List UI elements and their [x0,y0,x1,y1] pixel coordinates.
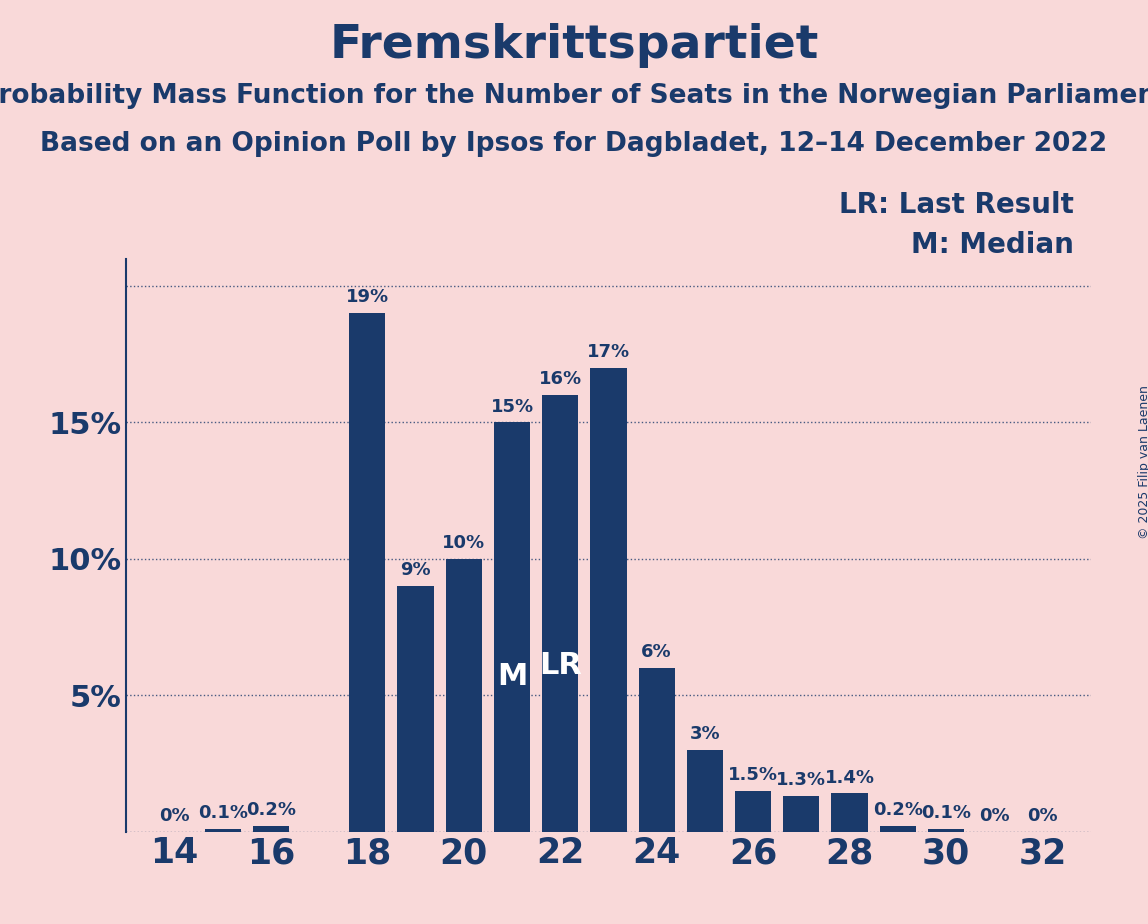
Bar [349,313,386,832]
Bar [687,749,723,832]
Bar [735,791,771,832]
Bar [928,829,964,832]
Bar [783,796,820,832]
Text: LR: Last Result: LR: Last Result [838,191,1073,219]
Text: 16%: 16% [538,371,582,388]
Text: Probability Mass Function for the Number of Seats in the Norwegian Parliament: Probability Mass Function for the Number… [0,83,1148,109]
Text: 17%: 17% [587,343,630,361]
Text: M: M [497,662,527,690]
Bar [638,668,675,832]
Text: LR: LR [538,651,582,680]
Bar [879,826,916,832]
Text: 0%: 0% [1027,807,1057,825]
Text: M: Median: M: Median [910,231,1073,259]
Text: 6%: 6% [642,643,672,661]
Text: 0.2%: 0.2% [246,801,296,820]
Text: 1.5%: 1.5% [728,766,778,784]
Text: Based on an Opinion Poll by Ipsos for Dagbladet, 12–14 December 2022: Based on an Opinion Poll by Ipsos for Da… [40,131,1108,157]
Text: Fremskrittspartiet: Fremskrittspartiet [329,23,819,68]
Text: 15%: 15% [490,397,534,416]
Text: 0.1%: 0.1% [921,804,971,822]
Bar [445,559,482,832]
Bar [494,422,530,832]
Text: 0.1%: 0.1% [197,804,248,822]
Bar [590,368,627,832]
Bar [253,826,289,832]
Text: 1.4%: 1.4% [824,769,875,786]
Text: 9%: 9% [401,561,430,579]
Text: 19%: 19% [346,288,389,307]
Text: 0.2%: 0.2% [872,801,923,820]
Text: 1.3%: 1.3% [776,772,827,789]
Bar [204,829,241,832]
Text: 3%: 3% [690,725,720,743]
Bar [542,395,579,832]
Bar [831,794,868,832]
Text: © 2025 Filip van Laenen: © 2025 Filip van Laenen [1138,385,1148,539]
Text: 10%: 10% [442,534,486,552]
Bar [397,586,434,832]
Text: 0%: 0% [160,807,189,825]
Text: 0%: 0% [979,807,1009,825]
